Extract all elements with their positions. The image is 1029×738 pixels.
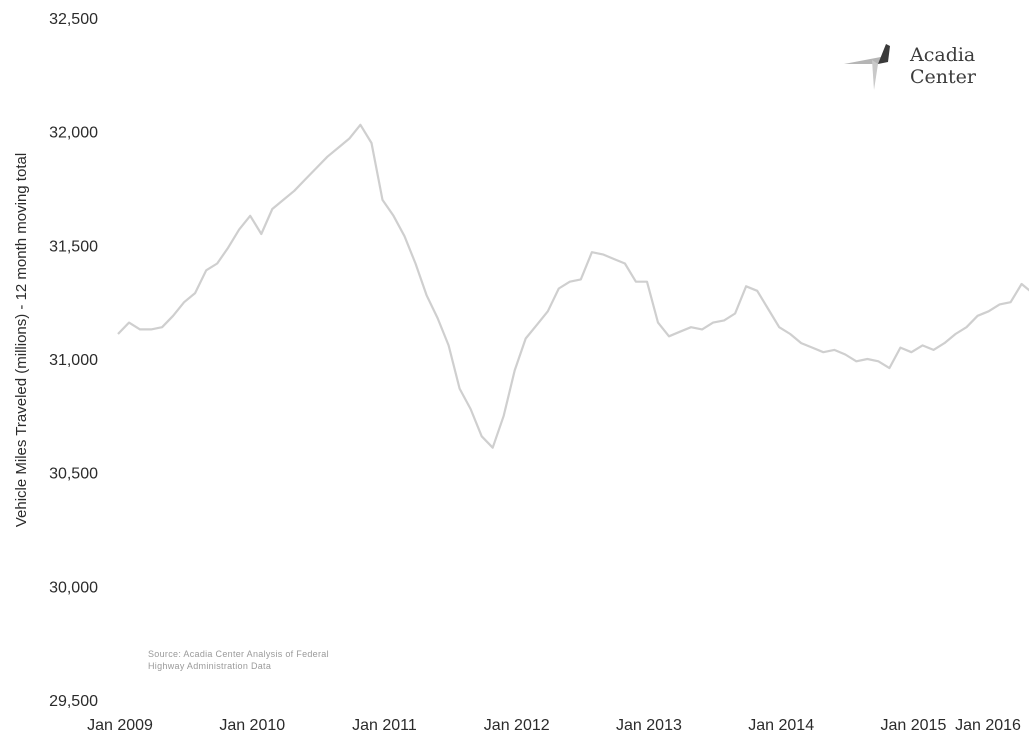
source-line-2: Highway Administration Data: [148, 661, 272, 671]
x-tick-label: Jan 2013: [616, 717, 682, 734]
y-axis-ticks: 29,500 30,000 30,500 31,000 31,500 32,000 32,5…: [49, 11, 98, 710]
x-tick-label: Jan 2012: [484, 717, 550, 734]
logo-line-1: Acadia: [910, 44, 976, 66]
x-tick-label: Jan 2015: [881, 717, 947, 734]
x-axis-ticks: Jan 2009 Jan 2010 Jan 2011 Jan 2012 Jan 2013…: [87, 717, 1021, 734]
y-tick-label: 29,500: [49, 693, 98, 710]
series-line: [117, 123, 1029, 449]
y-axis-label: Vehicle Miles Traveled (millions) - 12 m…: [13, 153, 30, 527]
y-tick-label: 32,000: [49, 125, 98, 142]
x-tick-label: Jan 2009: [87, 717, 153, 734]
logo-line-2: Center: [910, 66, 976, 88]
y-tick-label: 31,500: [49, 238, 98, 255]
acadia-center-logo: Acadia Center: [842, 42, 992, 94]
logo-text: Acadia Center: [910, 44, 976, 88]
source-line-1: Source: Acadia Center Analysis of Federa…: [148, 649, 329, 659]
x-tick-label: Jan 2011: [352, 717, 417, 734]
y-tick-label: 31,000: [49, 352, 98, 369]
y-tick-label: 32,500: [49, 11, 98, 28]
x-tick-label: Jan 2010: [219, 717, 285, 734]
acadia-logo-mark-icon: [844, 44, 890, 90]
y-tick-label: 30,000: [49, 579, 98, 596]
source-note: Source: Acadia Center Analysis of Federa…: [148, 648, 408, 672]
x-tick-label: Jan 2016: [955, 717, 1021, 734]
x-tick-label: Jan 2014: [748, 717, 814, 734]
y-tick-label: 30,500: [49, 466, 98, 483]
